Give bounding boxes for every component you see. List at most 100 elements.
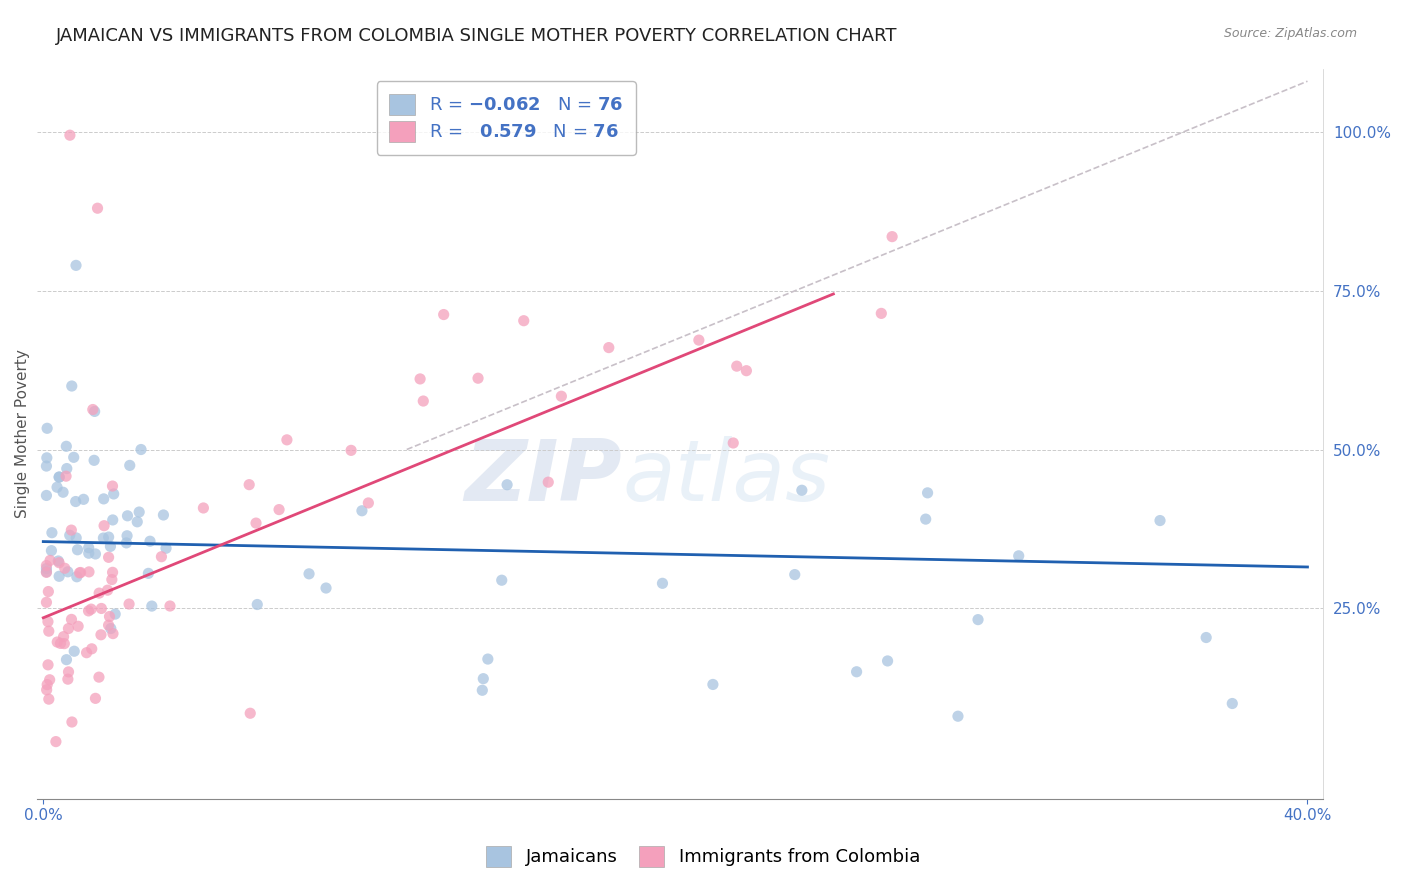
- Point: [298, 566, 321, 581]
- Point: [66, 542, 89, 557]
- Point: [735, 364, 758, 378]
- Point: [58, 665, 80, 679]
- Point: [117, 508, 139, 523]
- Point: [37, 657, 59, 672]
- Point: [688, 333, 710, 347]
- Point: [41, 525, 63, 540]
- Point: [97, 550, 120, 565]
- Point: [876, 654, 898, 668]
- Point: [702, 677, 724, 691]
- Point: [59, 128, 82, 143]
- Point: [65, 258, 87, 272]
- Y-axis label: Single Mother Poverty: Single Mother Poverty: [15, 349, 30, 518]
- Point: [239, 706, 262, 721]
- Point: [93, 518, 115, 533]
- Point: [83, 453, 105, 467]
- Point: [101, 626, 124, 640]
- Point: [35, 488, 58, 502]
- Point: [1008, 549, 1031, 563]
- Point: [72, 492, 94, 507]
- Point: [725, 359, 748, 373]
- Point: [37, 677, 59, 691]
- Point: [65, 494, 87, 508]
- Point: [101, 573, 124, 587]
- Point: [35, 595, 58, 609]
- Point: [100, 540, 122, 554]
- Point: [38, 692, 60, 706]
- Point: [35, 459, 58, 474]
- Point: [45, 734, 67, 748]
- Point: [89, 586, 111, 600]
- Point: [1195, 631, 1218, 645]
- Point: [93, 531, 115, 545]
- Point: [150, 549, 173, 564]
- Point: [35, 565, 58, 579]
- Point: [350, 504, 373, 518]
- Point: [53, 561, 76, 575]
- Point: [59, 528, 82, 542]
- Point: [357, 496, 380, 510]
- Point: [115, 536, 138, 550]
- Point: [472, 672, 495, 686]
- Point: [90, 601, 112, 615]
- Point: [93, 491, 115, 506]
- Point: [62, 450, 84, 465]
- Point: [77, 546, 100, 560]
- Point: [63, 644, 86, 658]
- Point: [87, 670, 110, 684]
- Point: [58, 622, 80, 636]
- Point: [245, 516, 267, 530]
- Point: [246, 598, 269, 612]
- Point: [60, 714, 83, 729]
- Point: [35, 561, 58, 575]
- Point: [340, 443, 363, 458]
- Point: [84, 547, 107, 561]
- Point: [49, 636, 72, 650]
- Legend: Jamaicans, Immigrants from Colombia: Jamaicans, Immigrants from Colombia: [478, 838, 928, 874]
- Point: [35, 558, 58, 573]
- Point: [37, 615, 59, 629]
- Point: [238, 477, 260, 491]
- Point: [513, 314, 536, 328]
- Point: [35, 450, 58, 465]
- Point: [467, 371, 489, 385]
- Point: [37, 584, 59, 599]
- Point: [1149, 514, 1171, 528]
- Point: [80, 641, 103, 656]
- Point: [48, 569, 70, 583]
- Point: [723, 436, 745, 450]
- Point: [409, 372, 432, 386]
- Point: [870, 306, 893, 320]
- Point: [118, 458, 141, 473]
- Point: [52, 485, 75, 500]
- Point: [35, 566, 58, 580]
- Point: [76, 646, 98, 660]
- Point: [101, 479, 124, 493]
- Point: [967, 613, 990, 627]
- Point: [38, 673, 60, 687]
- Point: [84, 691, 107, 706]
- Point: [82, 402, 104, 417]
- Point: [598, 341, 620, 355]
- Point: [80, 602, 103, 616]
- Point: [56, 672, 79, 686]
- Point: [139, 534, 162, 549]
- Point: [77, 565, 100, 579]
- Point: [917, 486, 939, 500]
- Point: [55, 469, 77, 483]
- Point: [946, 709, 969, 723]
- Point: [115, 529, 138, 543]
- Point: [496, 477, 519, 491]
- Point: [477, 652, 499, 666]
- Point: [101, 513, 124, 527]
- Point: [127, 515, 149, 529]
- Point: [315, 581, 337, 595]
- Point: [55, 653, 77, 667]
- Point: [155, 541, 177, 556]
- Point: [77, 541, 100, 555]
- Point: [159, 599, 181, 613]
- Point: [55, 439, 77, 453]
- Point: [55, 461, 77, 475]
- Point: [69, 566, 91, 580]
- Point: [152, 508, 174, 522]
